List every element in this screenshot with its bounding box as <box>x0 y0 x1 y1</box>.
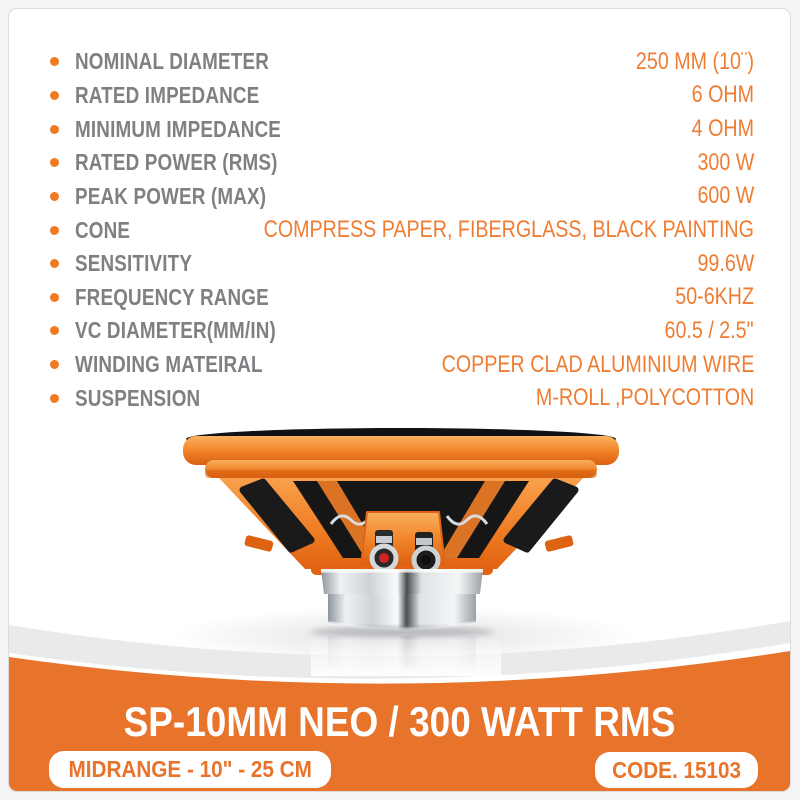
spec-value: 6 OHM <box>691 81 754 109</box>
reflection-fade <box>311 634 501 676</box>
spec-row: SUSPENSION M-ROLL ,POLYCOTTON <box>50 381 754 415</box>
spec-label: MINIMUM IMPEDANCE <box>75 115 282 142</box>
magnet-top-plate <box>321 569 483 594</box>
bullet-icon <box>50 90 59 100</box>
spec-row: RATED POWER (RMS) 300 W <box>50 146 754 180</box>
speaker-image <box>183 428 619 676</box>
spec-value: M-ROLL ,POLYCOTTON <box>535 384 754 412</box>
bullet-icon <box>50 360 59 370</box>
magnet-highlight <box>321 569 483 573</box>
terminal-nut-right <box>416 538 432 545</box>
spec-row: VC DIAMETER(MM/IN) 60.5 / 2.5" <box>50 314 754 348</box>
mounting-ear-left <box>244 535 274 552</box>
spec-row: SENSITIVITY 99.6W <box>50 247 754 281</box>
spec-label: SUSPENSION <box>75 384 201 411</box>
spec-row: NOMINAL DIAMETER 250 MM (10¨) <box>50 45 754 79</box>
spec-row: CONE COMPRESS PAPER, FIBERGLASS, BLACK P… <box>50 213 754 247</box>
spec-value: COMPRESS PAPER, FIBERGLASS, BLACK PAINTI… <box>263 216 754 244</box>
mounting-ear-right <box>544 535 574 552</box>
spec-value: 60.5 / 2.5" <box>664 316 754 344</box>
terminal-positive-red <box>379 553 389 563</box>
spec-list: NOMINAL DIAMETER 250 MM (10¨) RATED IMPE… <box>50 45 754 415</box>
spec-row: FREQUENCY RANGE 50-6KHZ <box>50 280 754 314</box>
spec-value: 99.6W <box>697 249 754 277</box>
basket-spoke-right <box>439 481 505 558</box>
spec-row: PEAK POWER (MAX) 600 W <box>50 180 754 214</box>
magnet-cylinder <box>328 594 476 630</box>
bullet-icon <box>50 259 59 269</box>
spec-label: RATED POWER (RMS) <box>75 149 278 176</box>
spec-row: RATED IMPEDANCE 6 OHM <box>50 79 754 113</box>
vent-slot-left <box>239 478 315 553</box>
bullet-icon <box>50 124 59 134</box>
spec-value: 50-6KHZ <box>675 283 754 311</box>
code-pill: CODE. 15103 <box>595 752 758 788</box>
spec-label: RATED IMPEDANCE <box>75 81 260 108</box>
type-pill-label: MIDRANGE - 10" - 25 CM <box>68 756 312 782</box>
terminal-negative-black <box>421 555 431 565</box>
spec-row: WINDING MATEIRAL COPPER CLAD ALUMINIUM W… <box>50 348 754 382</box>
spec-label: CONE <box>75 216 131 243</box>
product-title: SP-10MM NEO / 300 WATT RMS <box>123 698 676 745</box>
rim-shadow <box>205 470 597 478</box>
product-sheet-card: NOMINAL DIAMETER 250 MM (10¨) RATED IMPE… <box>8 8 791 792</box>
bullet-icon <box>50 292 59 302</box>
code-pill-label: CODE. 15103 <box>612 756 741 783</box>
spec-row: MINIMUM IMPEDANCE 4 OHM <box>50 112 754 146</box>
tinsel-wire-right <box>445 514 489 526</box>
bullet-icon <box>50 225 59 235</box>
bullet-icon <box>50 393 59 403</box>
vent-slot-right <box>503 478 579 553</box>
bullet-icon <box>50 191 59 201</box>
spec-label: VC DIAMETER(MM/IN) <box>75 317 276 344</box>
bullet-icon <box>50 158 59 168</box>
type-pill: MIDRANGE - 10" - 25 CM <box>49 751 331 788</box>
rim-flange <box>183 436 619 465</box>
spec-value: 250 MM (10¨) <box>635 47 754 75</box>
spec-label: SENSITIVITY <box>75 250 193 277</box>
spec-value: 4 OHM <box>691 115 754 143</box>
spec-value: 600 W <box>697 182 754 210</box>
spec-label: FREQUENCY RANGE <box>75 283 269 310</box>
bullet-icon <box>50 57 59 67</box>
spec-label: PEAK POWER (MAX) <box>75 182 267 209</box>
spec-label: WINDING MATEIRAL <box>75 351 263 378</box>
spec-value: 300 W <box>697 148 754 176</box>
spec-label: NOMINAL DIAMETER <box>75 48 270 75</box>
terminal-nut-left <box>376 536 392 543</box>
spec-value: COPPER CLAD ALUMINIUM WIRE <box>441 350 754 378</box>
curve-shadow-band <box>9 621 790 679</box>
bullet-icon <box>50 326 59 336</box>
